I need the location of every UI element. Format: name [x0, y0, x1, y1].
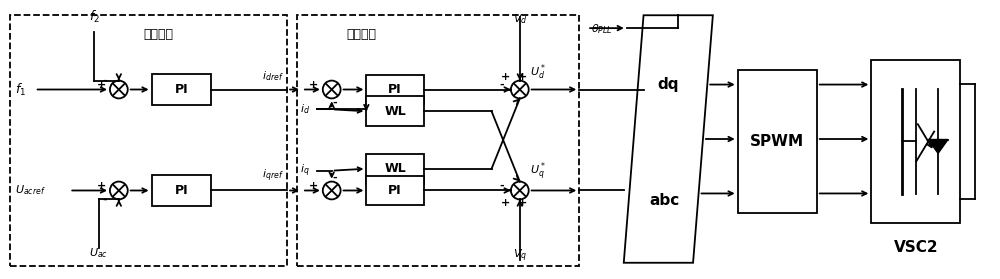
- Text: WL: WL: [384, 105, 406, 118]
- Text: +: +: [96, 80, 106, 90]
- Text: +: +: [518, 72, 527, 82]
- Bar: [152, 175, 211, 206]
- Text: SPWM: SPWM: [750, 134, 804, 149]
- Text: +: +: [501, 72, 511, 82]
- Text: $U_{acref}$: $U_{acref}$: [15, 184, 46, 197]
- Text: WL: WL: [384, 162, 406, 175]
- Bar: [366, 154, 424, 184]
- Bar: [152, 74, 211, 105]
- Text: abc: abc: [649, 193, 679, 208]
- Text: +: +: [518, 198, 527, 208]
- Bar: [366, 75, 424, 104]
- Text: $i_{dref}$: $i_{dref}$: [262, 69, 284, 83]
- Bar: [297, 15, 579, 266]
- Text: $i_d$: $i_d$: [300, 102, 310, 116]
- Text: $U_{ac}$: $U_{ac}$: [89, 246, 109, 260]
- Text: $V_d$: $V_d$: [513, 12, 527, 26]
- Text: PI: PI: [388, 83, 402, 96]
- Text: $V_q$: $V_q$: [513, 247, 527, 264]
- Text: dq: dq: [658, 77, 679, 92]
- Text: PI: PI: [388, 184, 402, 197]
- Text: -: -: [332, 173, 337, 183]
- Text: $\theta_{PLL}$: $\theta_{PLL}$: [591, 22, 613, 36]
- Text: PI: PI: [174, 83, 188, 96]
- Polygon shape: [624, 15, 713, 263]
- Bar: [738, 70, 817, 213]
- Text: 内环控制: 内环控制: [346, 28, 376, 41]
- Text: -: -: [103, 194, 107, 205]
- Text: VSC2: VSC2: [894, 240, 938, 255]
- Text: -: -: [332, 97, 337, 107]
- Text: +: +: [96, 181, 106, 191]
- Text: 外环控制: 外环控制: [143, 28, 173, 41]
- Bar: [366, 97, 424, 126]
- Polygon shape: [928, 140, 948, 153]
- Text: $f_1$: $f_1$: [15, 81, 26, 98]
- Text: +: +: [501, 198, 511, 208]
- Text: $i_{qref}$: $i_{qref}$: [262, 167, 284, 184]
- Text: -: -: [500, 181, 504, 191]
- Text: $i_q$: $i_q$: [300, 162, 310, 179]
- Bar: [871, 60, 960, 223]
- Text: +: +: [309, 80, 318, 90]
- Text: +: +: [309, 181, 318, 191]
- Text: PI: PI: [174, 184, 188, 197]
- Text: $f_2$: $f_2$: [89, 9, 100, 25]
- Text: -: -: [103, 76, 107, 86]
- Text: $U_q^*$: $U_q^*$: [530, 160, 546, 182]
- Text: $U_d^*$: $U_d^*$: [530, 62, 546, 81]
- Bar: [10, 15, 287, 266]
- Bar: [366, 176, 424, 205]
- Text: -: -: [500, 80, 504, 90]
